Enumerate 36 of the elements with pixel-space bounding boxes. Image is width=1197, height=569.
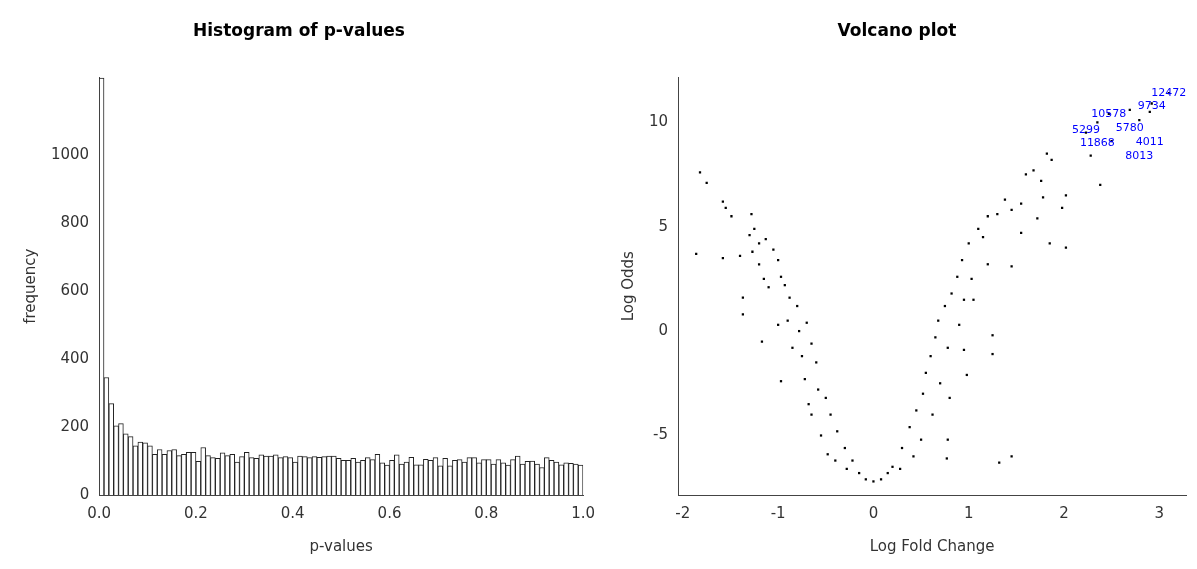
y-axis-title: Log Odds <box>618 250 637 322</box>
x-tick-label: 1 <box>963 503 974 522</box>
x-tick-label: 0.2 <box>184 503 208 522</box>
x-tick-label: 0.8 <box>474 503 499 522</box>
annotation: 4011 <box>1135 134 1164 148</box>
y-tick-label: 600 <box>60 281 90 300</box>
chart-title: Histogram of p-values <box>193 19 405 40</box>
x-tick-label: 2 <box>1059 503 1069 522</box>
x-tick-label: -1 <box>770 503 786 522</box>
annotation: 12472 <box>1151 85 1187 99</box>
y-tick-label: 0 <box>79 484 90 503</box>
annotation: 8013 <box>1125 149 1154 163</box>
y-tick-label: -5 <box>653 425 669 444</box>
annotation: 5299 <box>1071 122 1100 136</box>
annotation: 10578 <box>1091 106 1127 120</box>
y-tick-label: 400 <box>60 349 90 368</box>
y-tick-label: 10 <box>648 112 669 131</box>
x-axis-title: p-values <box>309 536 373 555</box>
x-tick-label: 0.4 <box>280 503 305 522</box>
x-tick-label: 0.0 <box>87 503 112 522</box>
chart-title: Volcano plot <box>837 19 957 40</box>
y-axis-title: frequency <box>20 248 39 324</box>
x-tick-label: 3 <box>1154 503 1165 522</box>
annotation: 9734 <box>1137 99 1166 113</box>
x-tick-label: 0.6 <box>377 503 402 522</box>
y-tick-label: 800 <box>60 213 90 232</box>
x-axis-title: Log Fold Change <box>869 536 995 555</box>
annotation: 11868 <box>1079 136 1115 150</box>
x-tick-label: 1.0 <box>571 503 595 522</box>
y-tick-label: 0 <box>658 320 669 339</box>
annotation: 5780 <box>1115 120 1144 134</box>
y-tick-label: 200 <box>60 416 90 435</box>
y-tick-label: 1000 <box>50 145 90 164</box>
x-tick-label: -2 <box>675 503 691 522</box>
x-tick-label: 0 <box>868 503 879 522</box>
y-tick-label: 5 <box>658 216 669 235</box>
